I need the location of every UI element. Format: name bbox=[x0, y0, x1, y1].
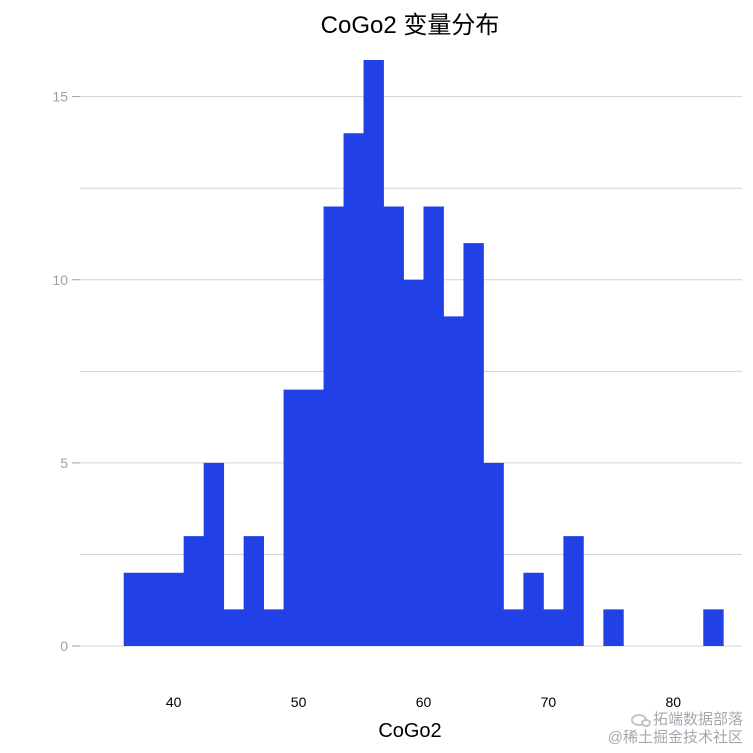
watermark: 拓端数据部落 @稀土掘金技术社区 bbox=[608, 711, 743, 747]
histogram-bar bbox=[343, 133, 364, 646]
histogram-bar bbox=[443, 316, 464, 646]
histogram-bar bbox=[143, 572, 165, 646]
histogram-bar bbox=[543, 609, 564, 646]
histogram-bar bbox=[203, 462, 225, 646]
watermark-text-1: 拓端数据部落 bbox=[652, 711, 743, 728]
x-tick-label: 70 bbox=[541, 694, 557, 710]
histogram-bar bbox=[423, 206, 444, 646]
x-tick-label: 50 bbox=[291, 694, 307, 710]
wechat-icon bbox=[630, 714, 651, 727]
x-tick-label: 40 bbox=[166, 694, 182, 710]
watermark-line-2: @稀土掘金技术社区 bbox=[607, 729, 743, 746]
histogram-bar bbox=[503, 609, 524, 646]
histogram-bar bbox=[243, 536, 265, 646]
histogram-bar bbox=[483, 462, 504, 646]
histogram-bar bbox=[163, 572, 185, 646]
x-tick-label: 80 bbox=[666, 694, 682, 710]
histogram-bar bbox=[223, 609, 245, 646]
histogram-bar bbox=[523, 572, 544, 646]
histogram-bar bbox=[703, 609, 724, 646]
y-tick-label: 10 bbox=[52, 272, 68, 288]
histogram-bar bbox=[383, 206, 404, 646]
histogram-bar bbox=[323, 206, 344, 646]
histogram-bar bbox=[263, 609, 284, 646]
x-axis-ticks: 40 50 60 70 80 bbox=[166, 694, 681, 710]
histogram-bars bbox=[123, 60, 724, 646]
histogram-bar bbox=[183, 536, 205, 646]
histogram-bar bbox=[563, 536, 584, 646]
watermark-line-1: 拓端数据部落 bbox=[608, 711, 743, 729]
histogram-bar bbox=[463, 243, 484, 646]
x-axis-label: CoGo2 bbox=[378, 720, 441, 742]
y-tick-label: 5 bbox=[60, 455, 68, 471]
chart-title: CoGo2 变量分布 bbox=[321, 12, 500, 39]
x-tick-label: 60 bbox=[416, 694, 432, 710]
y-axis-ticks: 0 5 10 15 bbox=[52, 89, 80, 654]
histogram-bar bbox=[403, 279, 424, 646]
histogram-bar bbox=[123, 572, 145, 646]
y-tick-label: 15 bbox=[52, 89, 68, 105]
histogram-bar bbox=[363, 60, 384, 646]
histogram-bar bbox=[283, 389, 304, 646]
histogram-bar bbox=[303, 389, 324, 646]
y-tick-label: 0 bbox=[60, 638, 68, 654]
histogram-bar bbox=[603, 609, 624, 646]
